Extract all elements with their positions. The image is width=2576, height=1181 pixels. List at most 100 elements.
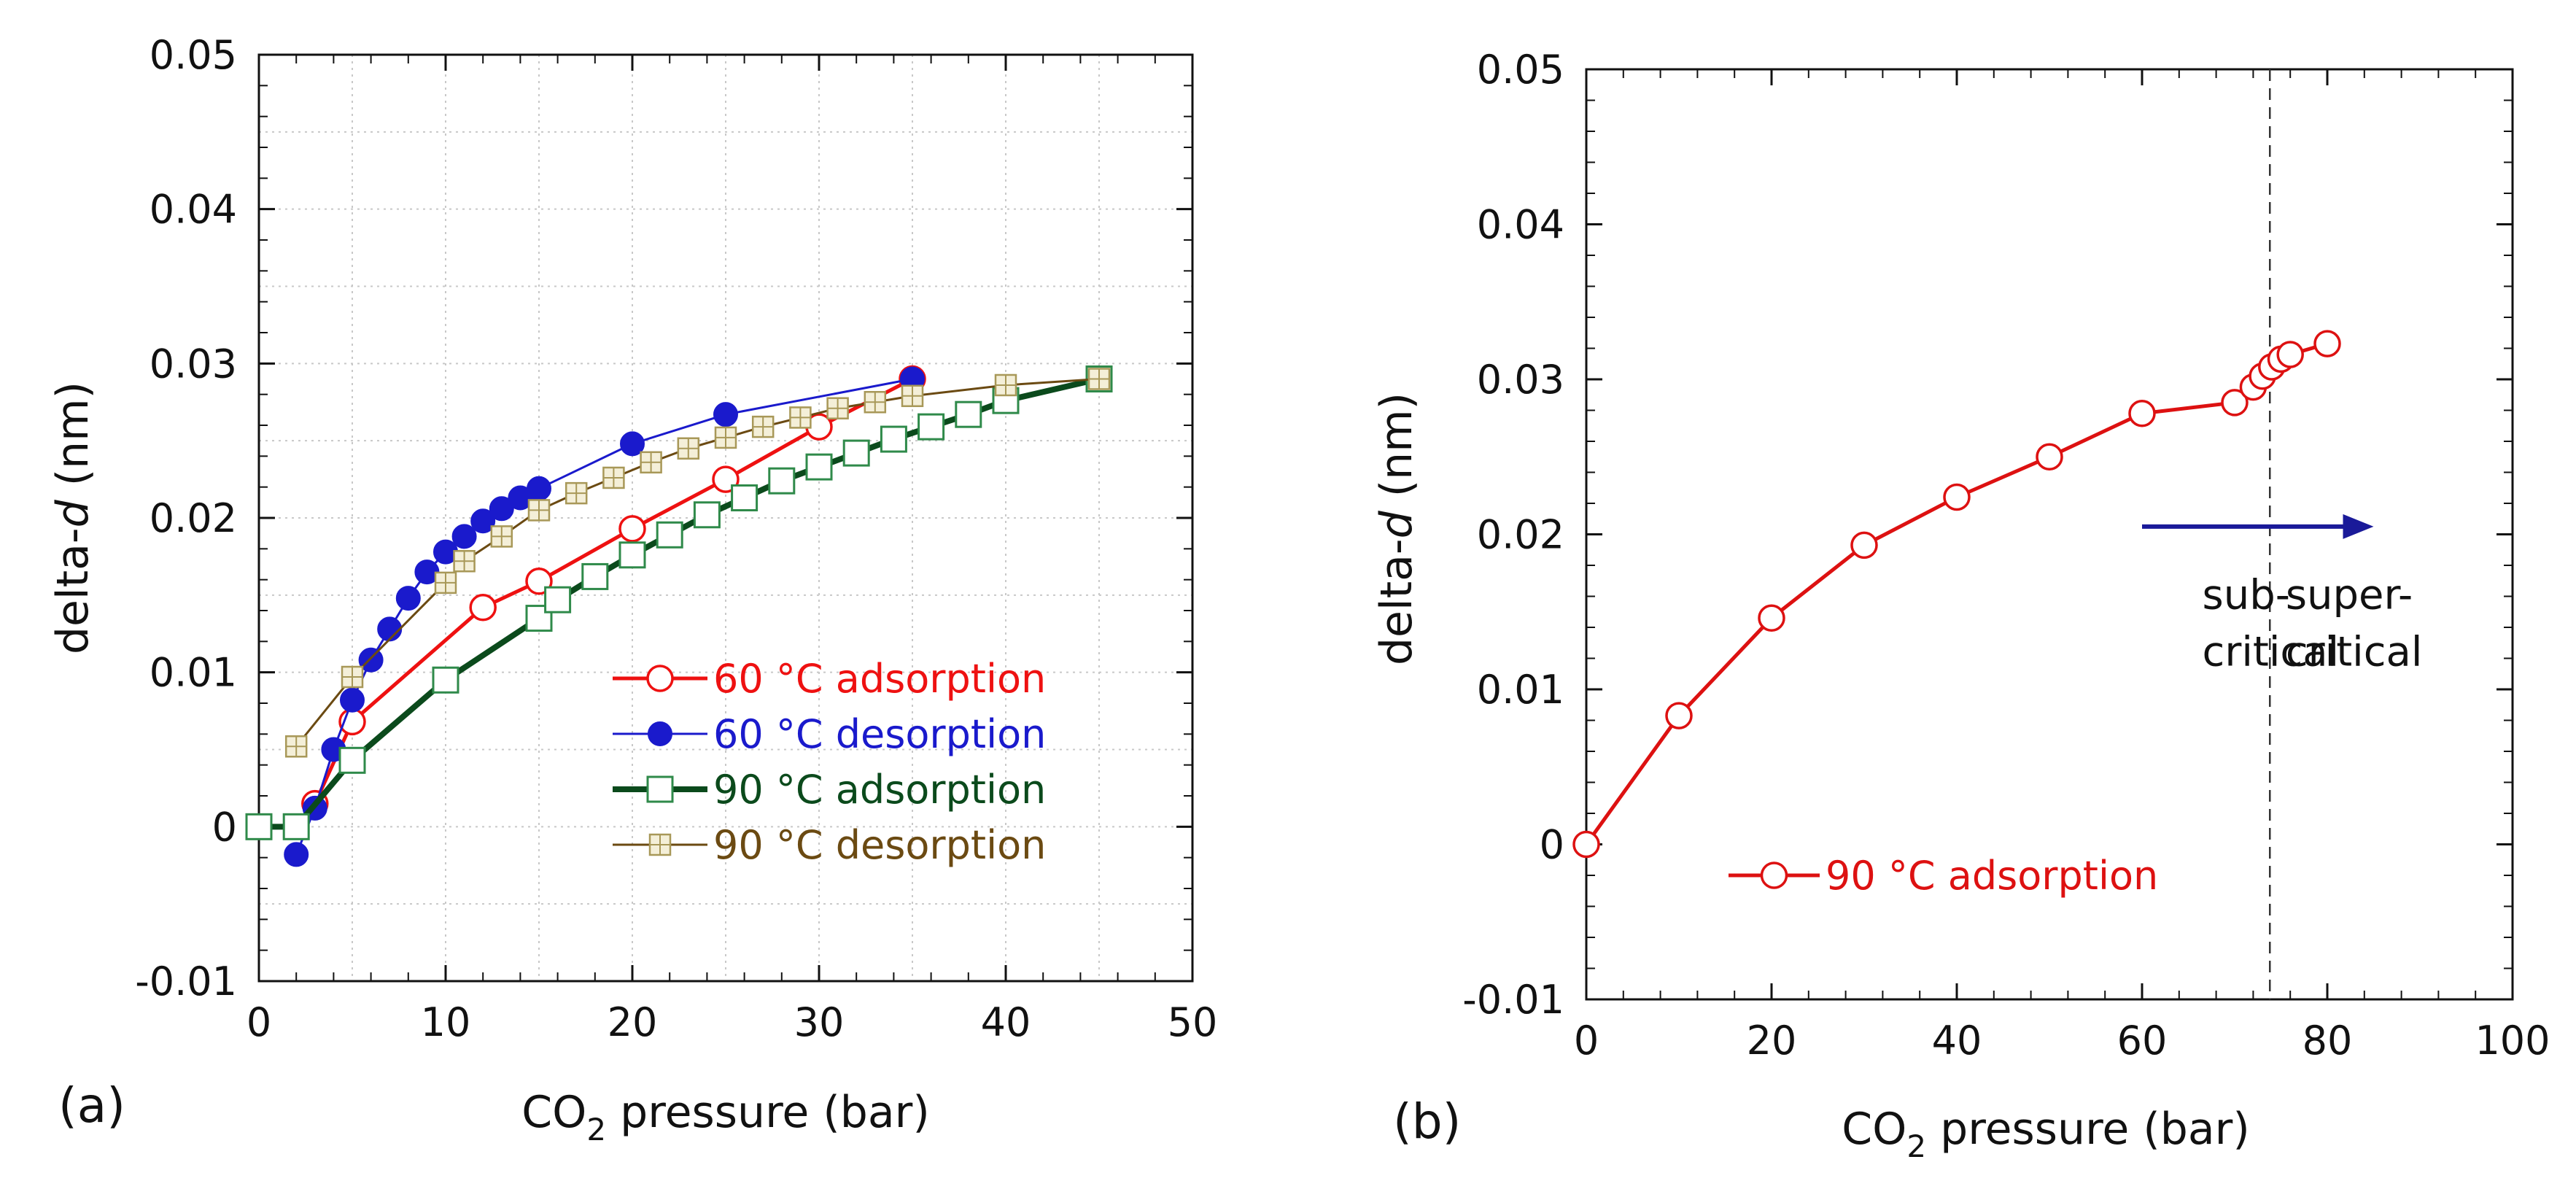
data-point xyxy=(2276,341,2304,368)
y-axis-title-italic: d xyxy=(1371,510,1422,538)
x-tick-label: 100 xyxy=(2475,1018,2550,1064)
data-point xyxy=(284,735,308,758)
data-point xyxy=(618,541,646,569)
x-tick-label: 80 xyxy=(2303,1018,2353,1064)
data-point xyxy=(656,521,683,549)
data-point xyxy=(714,426,737,449)
data-point xyxy=(527,476,551,501)
x-axis-title-subscript: 2 xyxy=(586,1112,606,1147)
y-tick-label: 0.05 xyxy=(1477,47,1564,93)
data-point xyxy=(677,437,700,460)
data-point xyxy=(602,466,625,489)
subcritical-label-line2: critical xyxy=(2203,629,2340,676)
x-axis-title-subscript: 2 xyxy=(1906,1128,1926,1164)
x-tick-label: 40 xyxy=(1932,1018,1982,1064)
y-axis-title-main: delta- xyxy=(47,527,98,654)
x-axis-title-main: CO xyxy=(521,1087,586,1138)
data-point xyxy=(994,373,1017,397)
x-axis-title: CO2 pressure (bar) xyxy=(521,1087,930,1147)
panel-a: 0 10 20 30 40 50-0.0100.010.020.030.040.05CO2… xyxy=(47,32,1217,1147)
supercritical-label-line2: critical xyxy=(2286,629,2423,676)
y-tick-label: 0 xyxy=(1540,822,1564,868)
legend-label: 60 °C adsorption xyxy=(713,656,1046,702)
y-tick-label: 0.04 xyxy=(1477,202,1564,248)
x-axis-title: CO2 pressure (bar) xyxy=(1842,1104,2250,1164)
panel-a-series-3 xyxy=(284,368,1111,758)
data-point xyxy=(2128,400,2156,427)
data-point xyxy=(544,586,572,613)
data-point xyxy=(581,562,609,590)
x-axis-title-main: CO xyxy=(1842,1104,1906,1155)
data-point xyxy=(826,397,849,419)
data-point xyxy=(451,524,477,549)
legend-entry: 90 °C adsorption xyxy=(613,767,1046,813)
data-point xyxy=(395,586,421,611)
data-point xyxy=(1758,604,1785,632)
data-point xyxy=(864,391,887,414)
data-point xyxy=(453,550,476,573)
y-tick-label: -0.01 xyxy=(135,959,237,1004)
data-point xyxy=(620,431,645,457)
data-point xyxy=(713,402,738,427)
data-point xyxy=(880,425,907,453)
data-point xyxy=(490,525,513,548)
data-point xyxy=(284,842,309,867)
data-point xyxy=(358,647,384,673)
legend-label: 60 °C desorption xyxy=(713,711,1046,757)
data-point xyxy=(341,665,364,689)
data-point xyxy=(338,746,366,774)
y-axis-title-tail: (nm) xyxy=(47,382,98,500)
data-point xyxy=(434,571,457,595)
data-point xyxy=(340,687,365,713)
y-tick-label: 0 xyxy=(212,804,237,850)
panel-label: (b) xyxy=(1393,1093,1461,1150)
y-axis-title-main: delta- xyxy=(1371,538,1422,665)
data-point xyxy=(1087,368,1111,390)
y-tick-label: 0.02 xyxy=(150,495,237,541)
legend-marker xyxy=(648,833,672,856)
panel-b: 0 20 40 60 80 100-0.0100.010.020.030.040.05CO… xyxy=(1371,47,2550,1164)
x-tick-label: 50 xyxy=(1168,999,1218,1045)
y-tick-label: 0.05 xyxy=(150,32,237,78)
x-tick-label: 10 xyxy=(421,999,471,1045)
data-point xyxy=(469,594,497,622)
x-tick-label: 40 xyxy=(981,999,1031,1045)
data-point xyxy=(751,415,775,438)
data-point xyxy=(693,501,721,529)
data-point xyxy=(768,467,796,495)
y-axis-title: delta-d (nm) xyxy=(1371,392,1422,665)
y-tick-label: -0.01 xyxy=(1462,977,1564,1023)
data-point xyxy=(1943,483,1971,511)
data-point xyxy=(789,406,812,429)
data-point xyxy=(955,400,982,428)
supercritical-label-line1: super- xyxy=(2286,572,2413,619)
x-axis-title-tail: pressure (bar) xyxy=(1926,1104,2250,1155)
data-point xyxy=(1572,830,1600,859)
legend-marker xyxy=(1760,861,1788,889)
data-point xyxy=(245,813,273,840)
data-point xyxy=(377,616,403,642)
y-tick-label: 0.03 xyxy=(150,341,237,387)
x-tick-label: 60 xyxy=(2117,1018,2168,1064)
subcritical-label-line1: sub- xyxy=(2203,572,2290,619)
data-point xyxy=(282,813,310,840)
series-line xyxy=(313,377,914,805)
data-point xyxy=(565,481,588,505)
x-tick-label: 20 xyxy=(1747,1018,1797,1064)
y-tick-label: 0.01 xyxy=(150,650,237,696)
data-point xyxy=(640,451,662,474)
data-point xyxy=(1850,531,1878,559)
legend-entry: 90 °C desorption xyxy=(613,822,1046,868)
legend-label: 90 °C adsorption xyxy=(713,767,1046,813)
data-point xyxy=(527,499,551,522)
legend-marker xyxy=(646,775,674,803)
panel-b-series-0 xyxy=(1572,330,2341,859)
x-tick-label: 0 xyxy=(1574,1018,1599,1064)
data-point xyxy=(805,453,833,481)
data-point xyxy=(2313,330,2341,357)
legend-marker xyxy=(646,665,674,692)
y-axis-title: delta-d (nm) xyxy=(47,382,98,654)
y-axis-title-italic: d xyxy=(47,499,98,527)
legend-entry: 60 °C adsorption xyxy=(613,656,1046,702)
